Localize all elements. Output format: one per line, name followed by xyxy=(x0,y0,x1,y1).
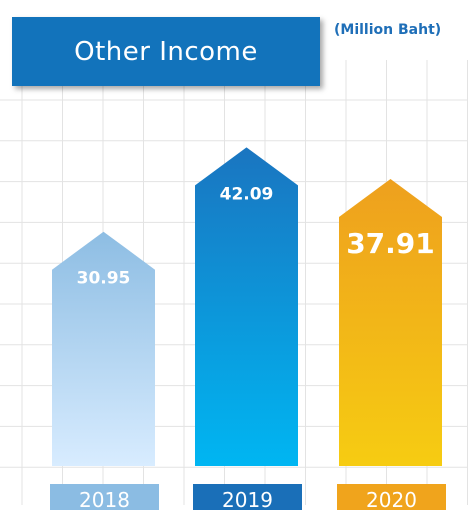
year-tab-2020 xyxy=(337,484,446,510)
category-label-2018: 2018 xyxy=(79,488,130,510)
value-label-2019: 42.09 xyxy=(220,184,274,204)
bar-2019 xyxy=(195,147,298,466)
category-label-2019: 2019 xyxy=(222,488,273,510)
year-tabs: 2018 2019 2020 xyxy=(50,484,446,510)
bar-2020 xyxy=(339,179,442,466)
year-tab-2019 xyxy=(193,484,302,510)
year-tab-2018 xyxy=(50,484,159,510)
value-label-2020: 37.91 xyxy=(346,227,435,260)
unit-label: (Million Baht) xyxy=(334,22,442,38)
chart-title: Other Income xyxy=(12,17,320,86)
bars: 30.95 42.09 37.91 xyxy=(52,147,442,466)
bar-2018 xyxy=(52,231,155,466)
value-label-2018: 30.95 xyxy=(77,269,131,289)
category-label-2020: 2020 xyxy=(366,488,417,510)
